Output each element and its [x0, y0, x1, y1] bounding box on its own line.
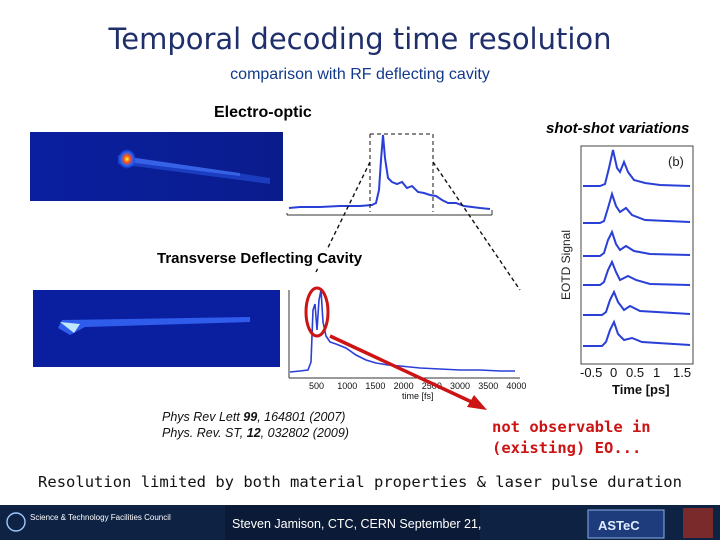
eo-detector-image — [30, 132, 283, 201]
shot-trace-5 — [583, 289, 691, 316]
ps-tick-labels: -0.5 0 0.5 1 1.5 — [580, 365, 691, 380]
panel-tag: (b) — [668, 154, 684, 169]
shot-trace-1 — [583, 149, 691, 187]
fs-tick-label: 1500 — [365, 381, 385, 391]
fs-tick-label: 2000 — [394, 381, 414, 391]
eo-trace — [288, 134, 491, 210]
ps-tick-label: 1.5 — [673, 365, 691, 380]
footer-org: Science & Technology Facilities Council — [30, 513, 171, 522]
resolution-note: Resolution limited by both material prop… — [38, 473, 682, 491]
y-axis-label: EOTD Signal — [559, 230, 573, 300]
ps-tick-label: 0 — [610, 365, 617, 380]
shot-variations-label: shot-shot variations — [546, 120, 690, 137]
not-observable-callout: not observable in (existing) EO... — [492, 418, 651, 457]
university-crest-icon — [683, 508, 713, 538]
tdc-label: Transverse Deflecting Cavity — [155, 250, 365, 267]
reference-2: Phys. Rev. ST, 12, 032802 (2009) — [162, 426, 349, 440]
eo-zoom-window — [315, 133, 521, 291]
footer-bar: Science & Technology Facilities Council … — [0, 505, 720, 540]
ps-axis-label: Time [ps] — [612, 382, 670, 397]
callout-arrow — [329, 334, 487, 410]
tdc-detector-image — [33, 290, 280, 367]
ps-tick-label: 0.5 — [626, 365, 644, 380]
fs-tick-label: 3500 — [478, 381, 498, 391]
fs-tick-label: 3000 — [450, 381, 470, 391]
stfc-logo-icon — [6, 512, 26, 532]
slide-subtitle: comparison with RF deflecting cavity — [230, 66, 490, 83]
fs-axis-label: time [fs] — [402, 391, 434, 401]
ps-tick-label: -0.5 — [580, 365, 602, 380]
eo-trace-plot — [286, 134, 493, 216]
shot-variations-plot: (b) EOTD Signal -0.5 0 0.5 1 1.5 Time [ps] — [559, 145, 694, 397]
fs-tick-label: 1000 — [337, 381, 357, 391]
fs-tick-label: 2500 — [422, 381, 442, 391]
fs-tick-labels: 500 1000 1500 2000 2500 3000 3500 4000 — [309, 381, 526, 391]
ps-tick-label: 1 — [653, 365, 660, 380]
astec-logo-text: ASTeC — [598, 518, 640, 533]
references: Phys Rev Lett 99, 164801 (2007) Phys. Re… — [162, 409, 349, 441]
fs-tick-label: 4000 — [506, 381, 526, 391]
astec-logo — [587, 509, 665, 539]
fs-tick-label: 500 — [309, 381, 324, 391]
footer-presenter: Steven Jamison, CTC, CERN September 21, — [232, 517, 482, 531]
highlight-ellipse — [304, 286, 330, 338]
shot-trace-2 — [583, 190, 691, 224]
electro-optic-label: Electro-optic — [214, 104, 312, 121]
reference-1: Phys Rev Lett 99, 164801 (2007) — [162, 410, 346, 424]
tdc-trace-plot: 500 1000 1500 2000 2500 3000 3500 4000 time [fs… — [288, 286, 526, 401]
tdc-trace — [289, 289, 515, 373]
shot-trace-4 — [583, 259, 691, 286]
shot-trace-6 — [583, 319, 691, 347]
shot-trace-3 — [583, 229, 691, 257]
slide-title: Temporal decoding time resolution — [108, 22, 612, 56]
